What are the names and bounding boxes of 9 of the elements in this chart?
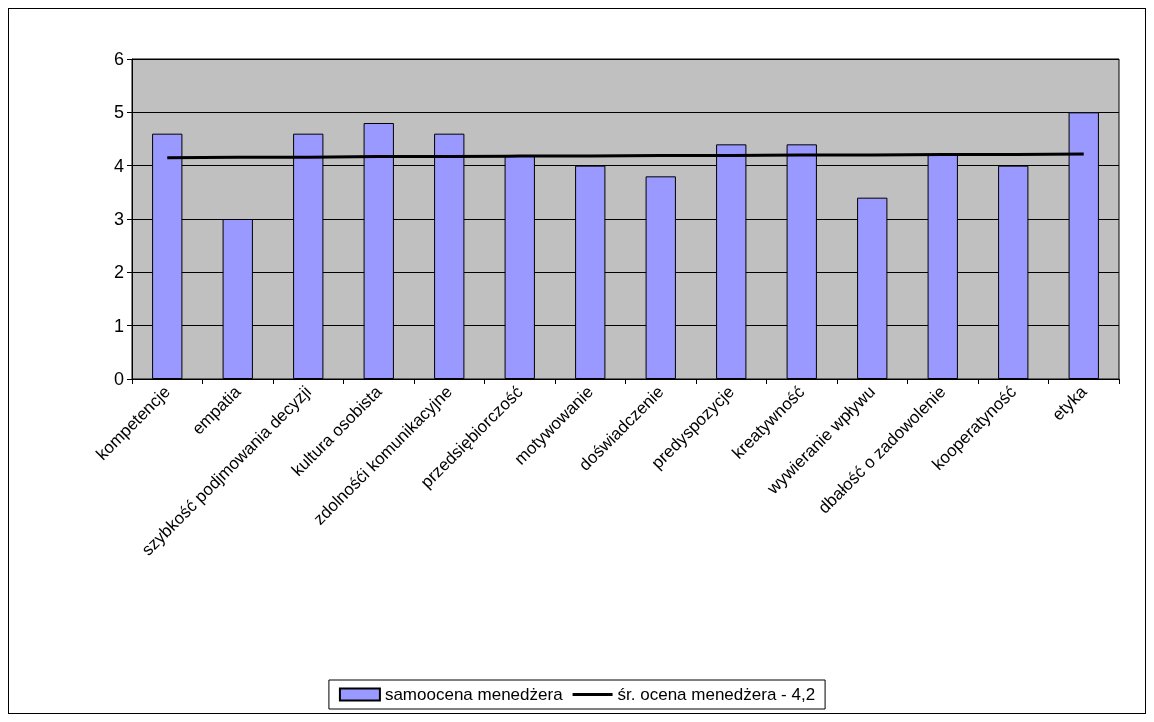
y-tick-label: 1 — [113, 315, 124, 336]
y-tick-label: 4 — [113, 155, 124, 176]
y-tick-label: 2 — [113, 262, 124, 283]
y-tick-label: 6 — [113, 49, 124, 69]
legend-label: samoocena menedżera — [384, 685, 564, 704]
y-tick-label: 0 — [113, 369, 124, 389]
y-tick-label: 5 — [113, 102, 124, 123]
y-tick-label: 3 — [113, 209, 124, 229]
legend-label: śr. ocena menedżera - 4,2 — [617, 685, 816, 704]
